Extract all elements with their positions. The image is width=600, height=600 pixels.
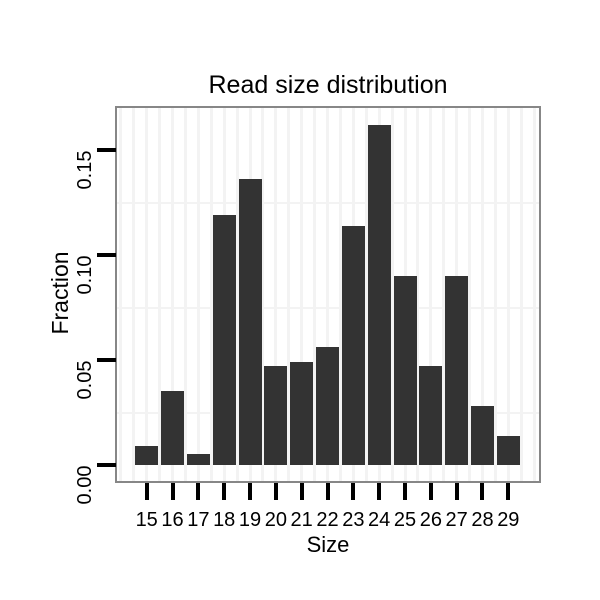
vertical-gridline	[338, 108, 342, 481]
bar-size-16	[161, 391, 185, 465]
vertical-gridline	[416, 108, 420, 481]
bar-size-23	[341, 226, 365, 465]
x-tick	[377, 483, 382, 500]
x-tick-label: 18	[213, 509, 236, 531]
x-tick	[196, 483, 201, 500]
x-tick	[506, 483, 511, 500]
y-tick	[97, 148, 116, 152]
x-tick	[454, 483, 459, 500]
bar-size-15	[135, 446, 159, 465]
vertical-gridline	[429, 108, 433, 481]
vertical-gridline	[183, 108, 187, 481]
vertical-gridline	[364, 108, 368, 481]
y-tick	[97, 253, 116, 257]
x-tick-label: 25	[393, 509, 417, 531]
bar-size-26	[419, 366, 443, 465]
bar-size-18	[212, 215, 236, 465]
x-tick	[222, 483, 227, 500]
y-tick	[97, 358, 116, 362]
x-tick	[144, 483, 149, 500]
x-axis-title: Size	[306, 532, 350, 557]
vertical-gridline	[196, 108, 200, 481]
vertical-gridline	[235, 108, 239, 481]
x-tick-label: 23	[342, 509, 365, 531]
x-tick-label: 28	[471, 509, 494, 531]
bar-size-19	[238, 179, 262, 465]
x-tick-label: 27	[445, 509, 468, 531]
vertical-gridline	[519, 108, 523, 481]
vertical-gridline	[261, 108, 265, 481]
vertical-gridline	[158, 108, 162, 481]
x-tick	[325, 483, 330, 500]
bar-size-27	[445, 276, 469, 465]
horizontal-gridline	[117, 201, 539, 204]
vertical-gridline	[506, 108, 510, 481]
x-tick-label: 22	[316, 509, 339, 531]
vertical-gridline	[274, 108, 278, 481]
vertical-gridline	[119, 108, 123, 481]
vertical-gridline	[300, 108, 304, 481]
vertical-gridline	[313, 108, 317, 481]
vertical-gridline	[532, 108, 536, 481]
y-tick-label: 0.10	[73, 255, 96, 295]
vertical-gridline	[209, 108, 213, 481]
vertical-gridline	[132, 108, 136, 481]
x-tick	[428, 483, 433, 500]
vertical-gridline	[390, 108, 394, 481]
bar-size-21	[290, 362, 314, 465]
x-tick	[351, 483, 356, 500]
y-tick-label: 0.00	[73, 465, 96, 505]
vertical-gridline	[480, 108, 484, 481]
x-tick	[403, 483, 407, 500]
x-tick-label: 15	[135, 509, 158, 531]
bar-size-17	[186, 454, 210, 465]
vertical-gridline	[287, 108, 291, 481]
y-tick-label: 0.05	[73, 360, 96, 400]
bar-size-24	[367, 125, 391, 465]
bar-size-20	[264, 366, 288, 465]
x-tick	[273, 483, 278, 500]
vertical-gridline	[171, 108, 175, 481]
y-tick-label: 0.15	[73, 150, 96, 190]
chart-title: Read size distribution	[208, 71, 448, 99]
bar-size-28	[470, 406, 494, 465]
vertical-gridline	[442, 108, 446, 481]
y-axis-title: Fraction	[46, 251, 73, 335]
vertical-gridline	[468, 108, 472, 481]
x-tick-label: 21	[290, 509, 313, 531]
vertical-gridline	[493, 108, 497, 481]
bar-size-22	[316, 347, 339, 465]
x-tick-label: 29	[497, 509, 520, 531]
horizontal-gridline	[117, 306, 539, 309]
x-tick-label: 20	[264, 509, 287, 531]
bar-size-25	[393, 276, 417, 465]
x-tick-label: 19	[238, 509, 262, 531]
vertical-gridline	[326, 108, 329, 481]
y-tick	[97, 463, 116, 467]
x-tick-label: 17	[187, 509, 210, 531]
x-tick-label: 16	[161, 509, 184, 531]
bar-size-29	[496, 436, 520, 465]
vertical-gridline	[145, 108, 149, 481]
x-tick	[299, 483, 304, 500]
x-tick-label: 26	[419, 509, 442, 531]
x-tick	[248, 483, 253, 500]
x-tick-label: 24	[368, 509, 391, 531]
x-tick	[170, 483, 175, 500]
plot-panel	[115, 106, 541, 483]
x-tick	[480, 483, 485, 500]
